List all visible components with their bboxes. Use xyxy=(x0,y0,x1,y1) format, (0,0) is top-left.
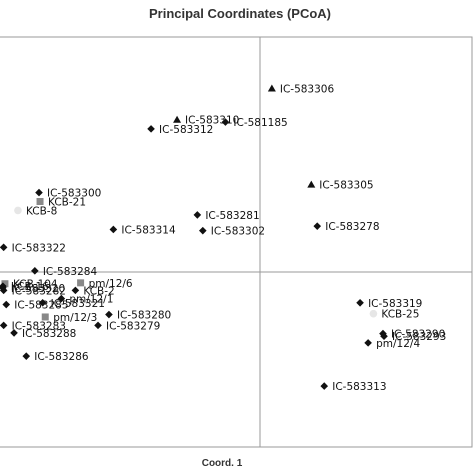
label-kcb-104: KCB-104 xyxy=(13,279,58,291)
point-ic-583319 xyxy=(356,299,364,307)
label-ic-583305: IC-583305 xyxy=(319,180,373,192)
point-ic-583282 xyxy=(0,286,8,295)
point-ic-583302 xyxy=(199,226,207,235)
label-ic-583279: IC-583279 xyxy=(106,320,160,332)
label-ic-583286: IC-583286 xyxy=(34,351,89,363)
point-ic-583313 xyxy=(320,382,329,390)
chart-title: Principal Coordinates (PCoA) xyxy=(149,6,331,21)
point-ic-583305 xyxy=(307,180,316,188)
label-kcb-8: KCB-8 xyxy=(26,205,57,217)
label-ic-583285: IC-583285 xyxy=(14,300,68,312)
label-pm-12-3: pm/12/3 xyxy=(53,312,97,324)
point-ic-583306 xyxy=(267,84,276,92)
point-ic-583312 xyxy=(147,125,155,133)
point-pm-12-3 xyxy=(41,313,49,321)
label-pm-12-6: pm/12/6 xyxy=(89,278,133,290)
label-ic-583313: IC-583313 xyxy=(332,381,386,393)
point-kcb-2 xyxy=(71,286,80,295)
label-pm-12-4: pm/12/4 xyxy=(376,338,420,350)
label-ic-583280: IC-583280 xyxy=(117,310,171,322)
label-ic-583310: IC-583310 xyxy=(185,115,239,127)
point-pm-12-6 xyxy=(77,279,85,287)
label-ic-583278: IC-583278 xyxy=(325,221,379,233)
label-ic-583300: IC-583300 xyxy=(47,188,101,200)
point-ic-583322 xyxy=(0,243,8,252)
point-ic-583278 xyxy=(313,222,322,230)
point-ic-583279 xyxy=(94,321,102,330)
label-ic-583293: IC-583293 xyxy=(392,331,446,343)
point-ic-583288 xyxy=(10,329,18,337)
point-kcb-21 xyxy=(36,198,44,205)
point-ic-583321 xyxy=(38,299,47,307)
label-ic-583282: IC-583282 xyxy=(12,285,66,297)
data-points xyxy=(0,84,388,390)
label-ic-583306: IC-583306 xyxy=(280,83,335,95)
label-ic-583321: IC-583321 xyxy=(51,298,105,310)
label-pm-12-1: pm/12/1 xyxy=(69,294,113,306)
label-ic-583290: IC-583290 xyxy=(391,329,445,341)
point-ic-583300 xyxy=(35,188,43,197)
point-ic-583283 xyxy=(0,321,8,330)
label-ic-583312: IC-583312 xyxy=(159,124,213,136)
label-ic-583319: IC-583319 xyxy=(368,298,422,310)
label-ic-581185: IC-581185 xyxy=(233,117,287,129)
point-ic-583293 xyxy=(380,332,388,341)
label-ic-583302: IC-583302 xyxy=(211,226,265,238)
point-ic-581185 xyxy=(221,118,230,126)
point-pm-12-1 xyxy=(57,294,66,303)
point-ic-583286 xyxy=(22,352,31,360)
label-kcb-25: KCB-25 xyxy=(381,309,419,321)
point-kcb-8 xyxy=(14,206,22,215)
point-kcb-104 xyxy=(1,280,9,288)
label-ic-583281: IC-583281 xyxy=(205,210,259,222)
label-kcb-21: KCB-21 xyxy=(48,197,86,209)
label-ic-583288: IC-583288 xyxy=(22,328,76,340)
label-ic-583314: IC-583314 xyxy=(121,224,176,236)
point-ic-583310 xyxy=(173,115,182,123)
point-ic-583281 xyxy=(193,211,202,219)
point-ic-583280 xyxy=(105,310,113,319)
label-kcb-16: KCB-16 xyxy=(11,281,49,293)
point-pm-12-4 xyxy=(364,339,372,347)
label-ic-583283: IC-583283 xyxy=(12,320,66,332)
plot-frame xyxy=(0,36,473,448)
label-ic-583320: IC-583320 xyxy=(11,283,65,295)
point-ic-583284 xyxy=(31,267,39,275)
point-kcb-25 xyxy=(369,309,378,318)
label-kcb-2: KCB-2 xyxy=(83,285,114,297)
point-ic-583314 xyxy=(109,225,118,234)
label-ic-583284: IC-583284 xyxy=(43,266,98,278)
x-axis-label: Coord. 1 xyxy=(202,458,243,469)
label-ic-583322: IC-583322 xyxy=(12,242,66,254)
point-ic-583285 xyxy=(2,300,11,309)
